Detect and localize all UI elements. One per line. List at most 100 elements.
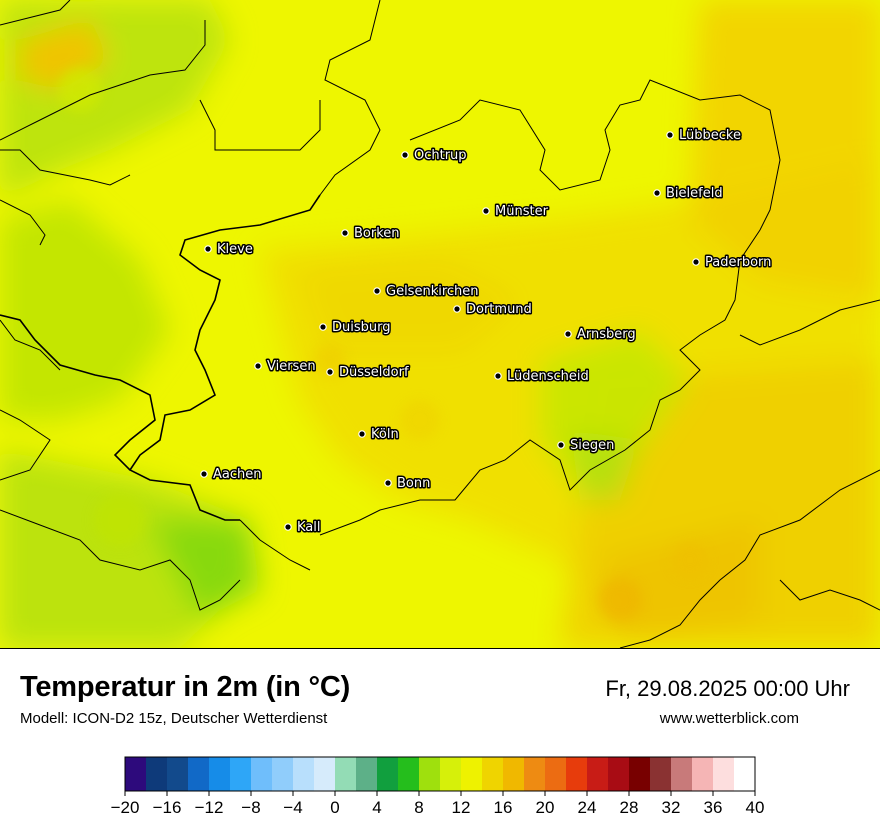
city-borken: Borken [341,225,401,243]
legend-tick-label: 24 [578,798,597,817]
legend-swatch [503,757,525,791]
legend-swatch [251,757,273,791]
legend-swatch [713,757,735,791]
city-label: Aachen [213,467,261,482]
city-dot [284,523,292,531]
city-duisburg: Duisburg [319,319,392,337]
legend-tick-label: −8 [241,798,260,817]
city-bonn: Bonn [384,475,432,493]
city-düsseldorf: Düsseldorf [326,364,410,382]
legend-swatch [419,757,441,791]
city-label: Kleve [217,242,253,257]
city-dot [200,470,208,478]
city-label: Arnsberg [577,327,636,342]
legend-swatch [125,757,147,791]
city-dot [326,368,334,376]
legend-tick-label: 32 [662,798,681,817]
legend-tick-label: −4 [283,798,302,817]
legend-swatch [356,757,378,791]
color-legend: −20 −16 −12 −8 −4 0 4 8 12 16 20 24 28 32 36 40 [111,756,765,817]
city-dot [319,323,327,331]
city-dot [557,441,565,449]
legend-swatch [524,757,546,791]
city-label: Düsseldorf [339,365,409,380]
city-dot [204,245,212,253]
legend-swatch [440,757,462,791]
legend-swatch [335,757,357,791]
map-footer: Temperatur in 2m (in °C) Modell: ICON-D2… [0,649,880,830]
legend-tick-label: −20 [111,798,140,817]
city-label: Lüdenscheid [507,369,589,384]
city-gelsenkirchen: Gelsenkirchen [373,283,480,301]
legend-swatch [650,757,672,791]
city-münster: Münster [482,203,550,221]
legend-swatch [146,757,168,791]
city-bielefeld: Bielefeld [653,185,724,203]
city-dot [358,430,366,438]
city-viersen: Viersen [254,358,317,376]
legend-swatch [608,757,630,791]
legend-tick-label: 0 [330,798,339,817]
city-label: Duisburg [332,320,391,335]
legend-tick-label: 20 [536,798,555,817]
city-label: Bonn [397,476,430,491]
city-label: Lübbecke [679,128,741,143]
country-border [0,194,321,521]
city-label: Paderborn [705,255,771,270]
legend-swatch [482,757,504,791]
city-dot [254,362,262,370]
legend-swatch [734,757,756,791]
city-label: Gelsenkirchen [386,284,479,299]
city-köln: Köln [358,426,400,444]
legend-swatch [314,757,336,791]
city-label: Ochtrup [414,148,467,163]
city-dot [341,229,349,237]
legend-swatch [692,757,714,791]
legend-tick-label: 28 [620,798,639,817]
city-label: Köln [371,427,399,442]
legend-swatch [398,757,420,791]
city-dot [373,287,381,295]
city-label: Bielefeld [666,186,723,201]
legend-tick-label: 12 [452,798,471,817]
legend-swatch [167,757,189,791]
city-dot [692,258,700,266]
legend-swatch [629,757,651,791]
legend-frame [124,756,756,792]
city-dot [453,305,461,313]
city-kleve: Kleve [204,241,254,259]
city-ochtrup: Ochtrup [401,147,468,165]
legend-swatch [209,757,231,791]
city-dot [384,479,392,487]
state-borders [0,0,880,648]
legend-tick-label: 40 [746,798,765,817]
city-lübbecke: Lübbecke [666,127,742,145]
city-dortmund: Dortmund [453,301,533,319]
legend-swatch [230,757,252,791]
city-siegen: Siegen [557,437,616,455]
city-dot [482,207,490,215]
city-aachen: Aachen [200,466,263,484]
city-label: Siegen [570,438,614,453]
legend-tick-label: −12 [195,798,224,817]
city-label: Münster [495,204,549,219]
temperature-map[interactable]: Ochtrup Lübbecke Bielefeld Münster Borken Kle… [0,0,880,649]
city-kall: Kall [284,519,322,537]
legend-swatch [377,757,399,791]
legend-tick-label: 16 [494,798,513,817]
legend-swatch [671,757,693,791]
city-arnsberg: Arnsberg [564,326,637,344]
legend-tick-label: 4 [372,798,381,817]
website-link[interactable]: www.wetterblick.com [659,710,799,727]
legend-tick-label: 36 [704,798,723,817]
map-canvas: Ochtrup Lübbecke Bielefeld Münster Borken Kle… [0,0,880,648]
legend-swatch [461,757,483,791]
city-paderborn: Paderborn [692,254,773,272]
city-label: Borken [354,226,400,241]
legend-tick-label: 8 [414,798,423,817]
city-dot [653,189,661,197]
city-label: Kall [297,520,321,535]
legend-tick-label: −16 [153,798,182,817]
legend-swatch [272,757,294,791]
city-dot [494,372,502,380]
